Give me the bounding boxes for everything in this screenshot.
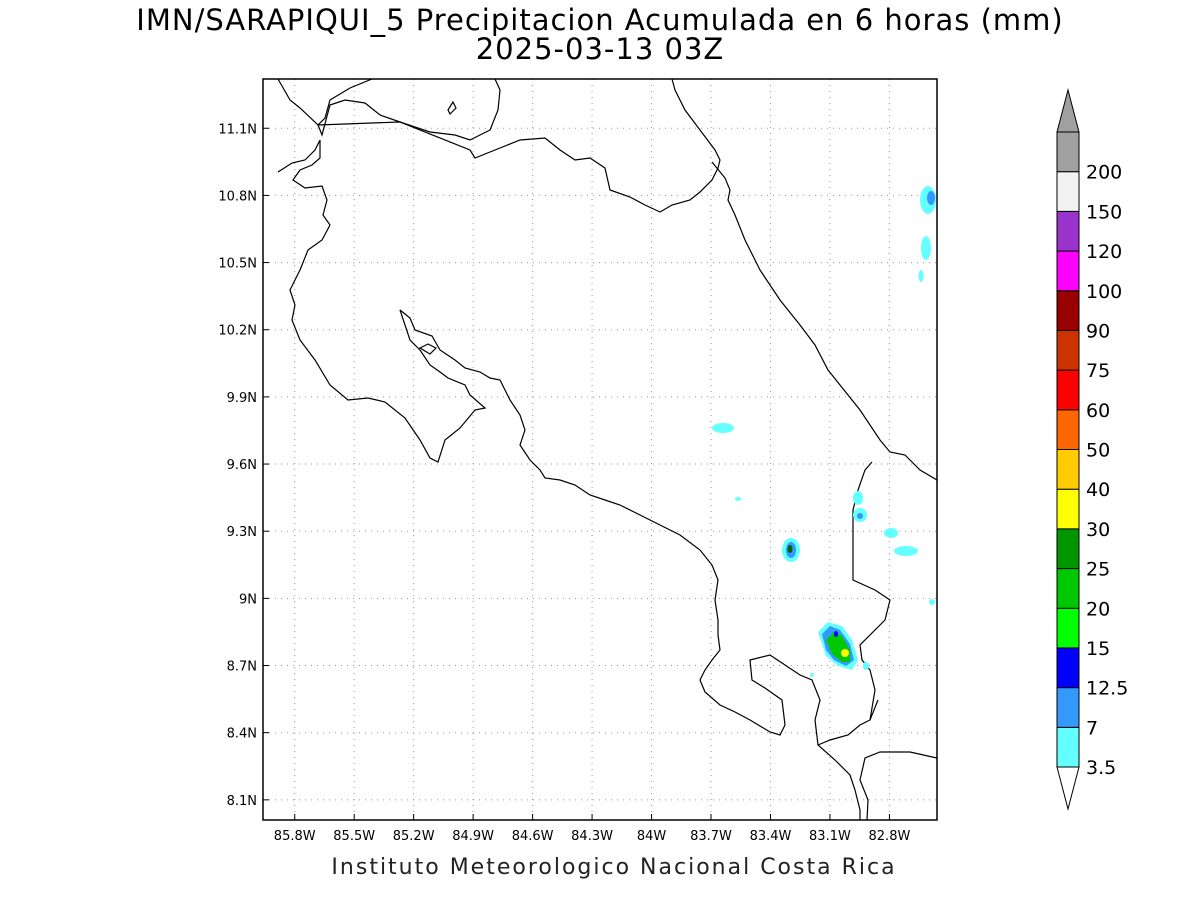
colorbar-swatch bbox=[1056, 687, 1080, 728]
colorbar-label: 25 bbox=[1086, 559, 1110, 581]
colorbar-swatch bbox=[1056, 726, 1080, 768]
colorbar-label: 200 bbox=[1086, 162, 1122, 184]
colorbar-label: 40 bbox=[1086, 479, 1110, 501]
lon-tick-label: 83.4W bbox=[750, 829, 792, 844]
lat-tick-label: 11.1N bbox=[218, 122, 257, 137]
colorbar-label: 100 bbox=[1086, 281, 1122, 303]
colorbar-label: 3.5 bbox=[1086, 757, 1116, 779]
colorbar-swatch bbox=[1056, 329, 1080, 371]
lon-tick-label: 84.3W bbox=[571, 829, 613, 844]
lon-tick-label: 84W bbox=[637, 829, 667, 844]
colorbar-swatch bbox=[1056, 409, 1080, 450]
lat-tick-label: 10.5N bbox=[218, 257, 257, 272]
colorbar-swatch bbox=[1056, 568, 1080, 609]
latitude-labels: 11.1N 10.8N 10.5N 10.2N 9.9N 9.6N 9.3N 9N 8.7N 8.… bbox=[218, 122, 257, 809]
map-valid-time: 2025-03-13 03Z bbox=[475, 32, 725, 66]
colorbar-swatch bbox=[1056, 528, 1080, 570]
lat-tick-label: 10.2N bbox=[218, 324, 257, 339]
lat-tick-label: 10.8N bbox=[218, 189, 257, 204]
lat-tick-label: 8.1N bbox=[227, 794, 257, 809]
lat-tick-label: 8.7N bbox=[227, 660, 257, 675]
lon-tick-label: 84.6W bbox=[512, 829, 554, 844]
colorbar-swatch bbox=[1056, 607, 1080, 649]
colorbar-label: 20 bbox=[1086, 598, 1110, 620]
precipitation-field bbox=[712, 186, 936, 677]
colorbar-swatch bbox=[1056, 488, 1080, 530]
colorbar: 3.5 7 12.5 15 20 25 30 40 50 60 75 90 100 120 150 200 bbox=[1056, 88, 1128, 811]
colorbar-label: 90 bbox=[1086, 320, 1110, 342]
rain-cell-north-caribbean bbox=[918, 186, 936, 282]
colorbar-label: 50 bbox=[1086, 440, 1110, 462]
lon-tick-label: 83.7W bbox=[690, 829, 732, 844]
coastline bbox=[277, 79, 937, 820]
colorbar-swatch bbox=[1056, 290, 1080, 331]
colorbar-label: 15 bbox=[1086, 638, 1110, 660]
lon-tick-label: 83.1W bbox=[809, 829, 851, 844]
colorbar-label: 150 bbox=[1086, 201, 1122, 223]
map-frame bbox=[262, 78, 938, 821]
colorbar-swatch bbox=[1056, 131, 1080, 173]
lon-tick-label: 82.8W bbox=[869, 829, 911, 844]
colorbar-swatch bbox=[1056, 647, 1080, 689]
rain-cell-central bbox=[712, 423, 741, 501]
lat-tick-label: 9N bbox=[239, 592, 257, 607]
credit-line: Instituto Meteorologico Nacional Costa R… bbox=[331, 855, 897, 880]
colorbar-swatch bbox=[1056, 369, 1080, 411]
rain-cell-east bbox=[853, 491, 935, 605]
graticule bbox=[263, 79, 937, 820]
lon-tick-label: 84.9W bbox=[452, 829, 494, 844]
colorbar-under-triangle bbox=[1056, 766, 1080, 811]
rain-cell-southeast bbox=[810, 622, 869, 677]
lon-tick-label: 85.2W bbox=[393, 829, 435, 844]
lon-tick-label: 85.5W bbox=[333, 829, 375, 844]
lon-tick-label: 85.8W bbox=[274, 829, 316, 844]
colorbar-swatch bbox=[1056, 210, 1080, 252]
colorbar-swatch bbox=[1056, 250, 1080, 292]
colorbar-swatch bbox=[1056, 171, 1080, 212]
colorbar-swatch bbox=[1056, 449, 1080, 490]
lat-tick-label: 8.4N bbox=[227, 727, 257, 742]
colorbar-label: 30 bbox=[1086, 519, 1110, 541]
colorbar-over-triangle bbox=[1056, 88, 1080, 133]
map-title: IMN/SARAPIQUI_5 Precipitacion Acumulada … bbox=[136, 3, 1064, 37]
lat-tick-label: 9.6N bbox=[227, 458, 257, 473]
rain-cell-talamanca bbox=[782, 538, 800, 562]
lat-tick-label: 9.3N bbox=[227, 525, 257, 540]
lat-tick-label: 9.9N bbox=[227, 391, 257, 406]
longitude-labels: 85.8W 85.5W 85.2W 84.9W 84.6W 84.3W 84W 83.7W 83… bbox=[274, 829, 911, 844]
colorbar-label: 7 bbox=[1086, 717, 1098, 739]
colorbar-label: 120 bbox=[1086, 241, 1122, 263]
colorbar-label: 75 bbox=[1086, 360, 1110, 382]
colorbar-label: 60 bbox=[1086, 400, 1110, 422]
colorbar-label: 12.5 bbox=[1086, 678, 1128, 700]
